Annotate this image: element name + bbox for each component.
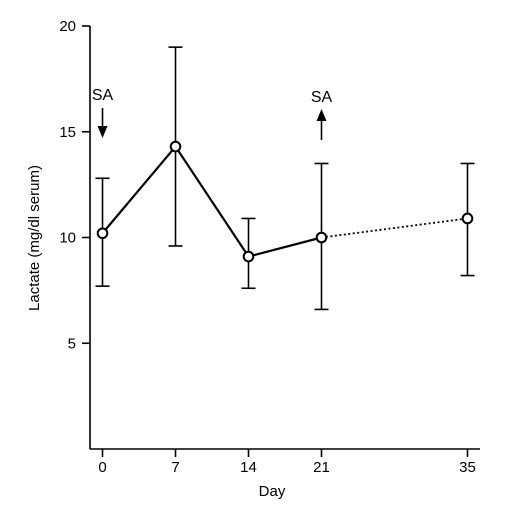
x-tick-label: 35 bbox=[459, 459, 476, 476]
data-point-marker bbox=[169, 140, 182, 153]
y-tick-label: 10 bbox=[59, 230, 76, 247]
series-segment bbox=[174, 145, 250, 258]
series-segment bbox=[101, 145, 177, 234]
x-tick-label: 21 bbox=[313, 459, 330, 476]
y-axis-label: Lactate (mg/dl serum) bbox=[26, 165, 43, 311]
data-point-marker bbox=[96, 227, 109, 240]
y-ticks: 5 10 15 20 bbox=[59, 18, 90, 352]
annotations: SA SA bbox=[92, 87, 333, 140]
axes bbox=[89, 26, 480, 450]
data-point-marker bbox=[461, 212, 474, 225]
series-segment bbox=[248, 236, 322, 258]
data-series bbox=[95, 46, 475, 311]
x-tick-label: 14 bbox=[240, 459, 257, 476]
x-ticks: 0 7 14 21 35 bbox=[98, 449, 476, 476]
data-point-marker bbox=[242, 250, 255, 263]
data-point-marker bbox=[315, 231, 328, 244]
annotation-label: SA bbox=[92, 87, 114, 104]
x-tick-label: 7 bbox=[171, 459, 179, 476]
arrow-down-icon bbox=[97, 126, 108, 138]
y-tick-label: 20 bbox=[59, 18, 76, 35]
y-tick-label: 5 bbox=[68, 335, 76, 352]
x-tick-label: 0 bbox=[98, 459, 106, 476]
x-axis-label: Day bbox=[259, 483, 286, 500]
arrow-up-icon bbox=[316, 109, 327, 121]
series-segment-dotted bbox=[321, 217, 468, 239]
y-tick-label: 15 bbox=[59, 124, 76, 141]
annotation-label: SA bbox=[311, 89, 333, 106]
